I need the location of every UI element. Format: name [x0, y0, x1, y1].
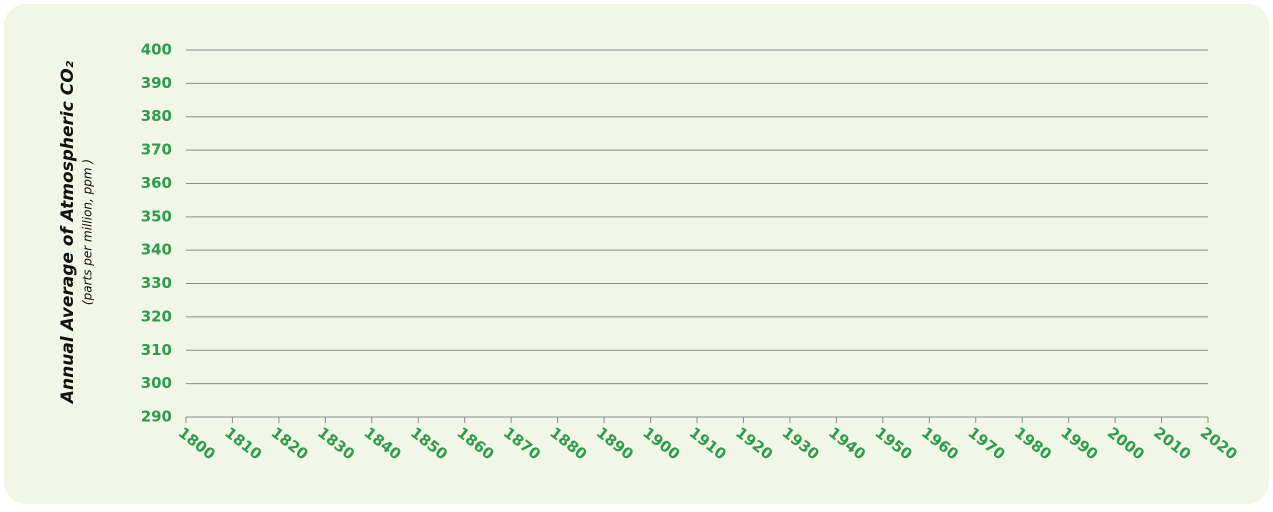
panel [4, 4, 1269, 504]
y-tick-label: 320 [141, 307, 172, 325]
y-tick-label: 340 [141, 241, 172, 259]
y-tick-label: 290 [141, 408, 172, 426]
y-tick-label: 310 [141, 341, 172, 359]
y-axis-note: (parts per million, ppm ) [81, 159, 95, 305]
y-tick-label: 350 [141, 207, 172, 225]
y-tick-label: 360 [141, 174, 172, 192]
y-tick-label: 390 [141, 74, 172, 92]
y-tick-label: 380 [141, 107, 172, 125]
y-tick-label: 370 [141, 141, 172, 159]
y-tick-label: 400 [141, 41, 172, 59]
y-tick-label: 330 [141, 274, 172, 292]
y-axis-label: Annual Average of Atmospheric CO₂ [58, 60, 78, 405]
y-tick-label: 300 [141, 374, 172, 392]
